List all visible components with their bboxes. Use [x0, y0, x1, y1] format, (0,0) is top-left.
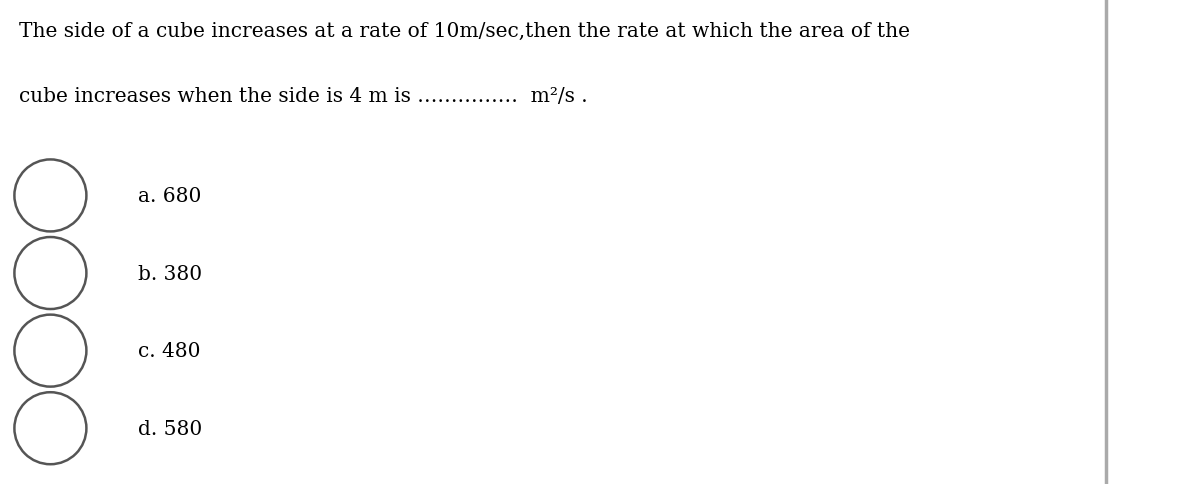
Text: cube increases when the side is 4 m is ……………  m²/s .: cube increases when the side is 4 m is ……	[19, 87, 588, 106]
Text: c. 480: c. 480	[138, 341, 200, 361]
Text: d. 580: d. 580	[138, 419, 203, 438]
Text: a. 680: a. 680	[138, 186, 202, 206]
Text: The side of a cube increases at a rate of 10m/sec,then the rate at which the are: The side of a cube increases at a rate o…	[19, 22, 911, 41]
Text: b. 380: b. 380	[138, 264, 202, 283]
